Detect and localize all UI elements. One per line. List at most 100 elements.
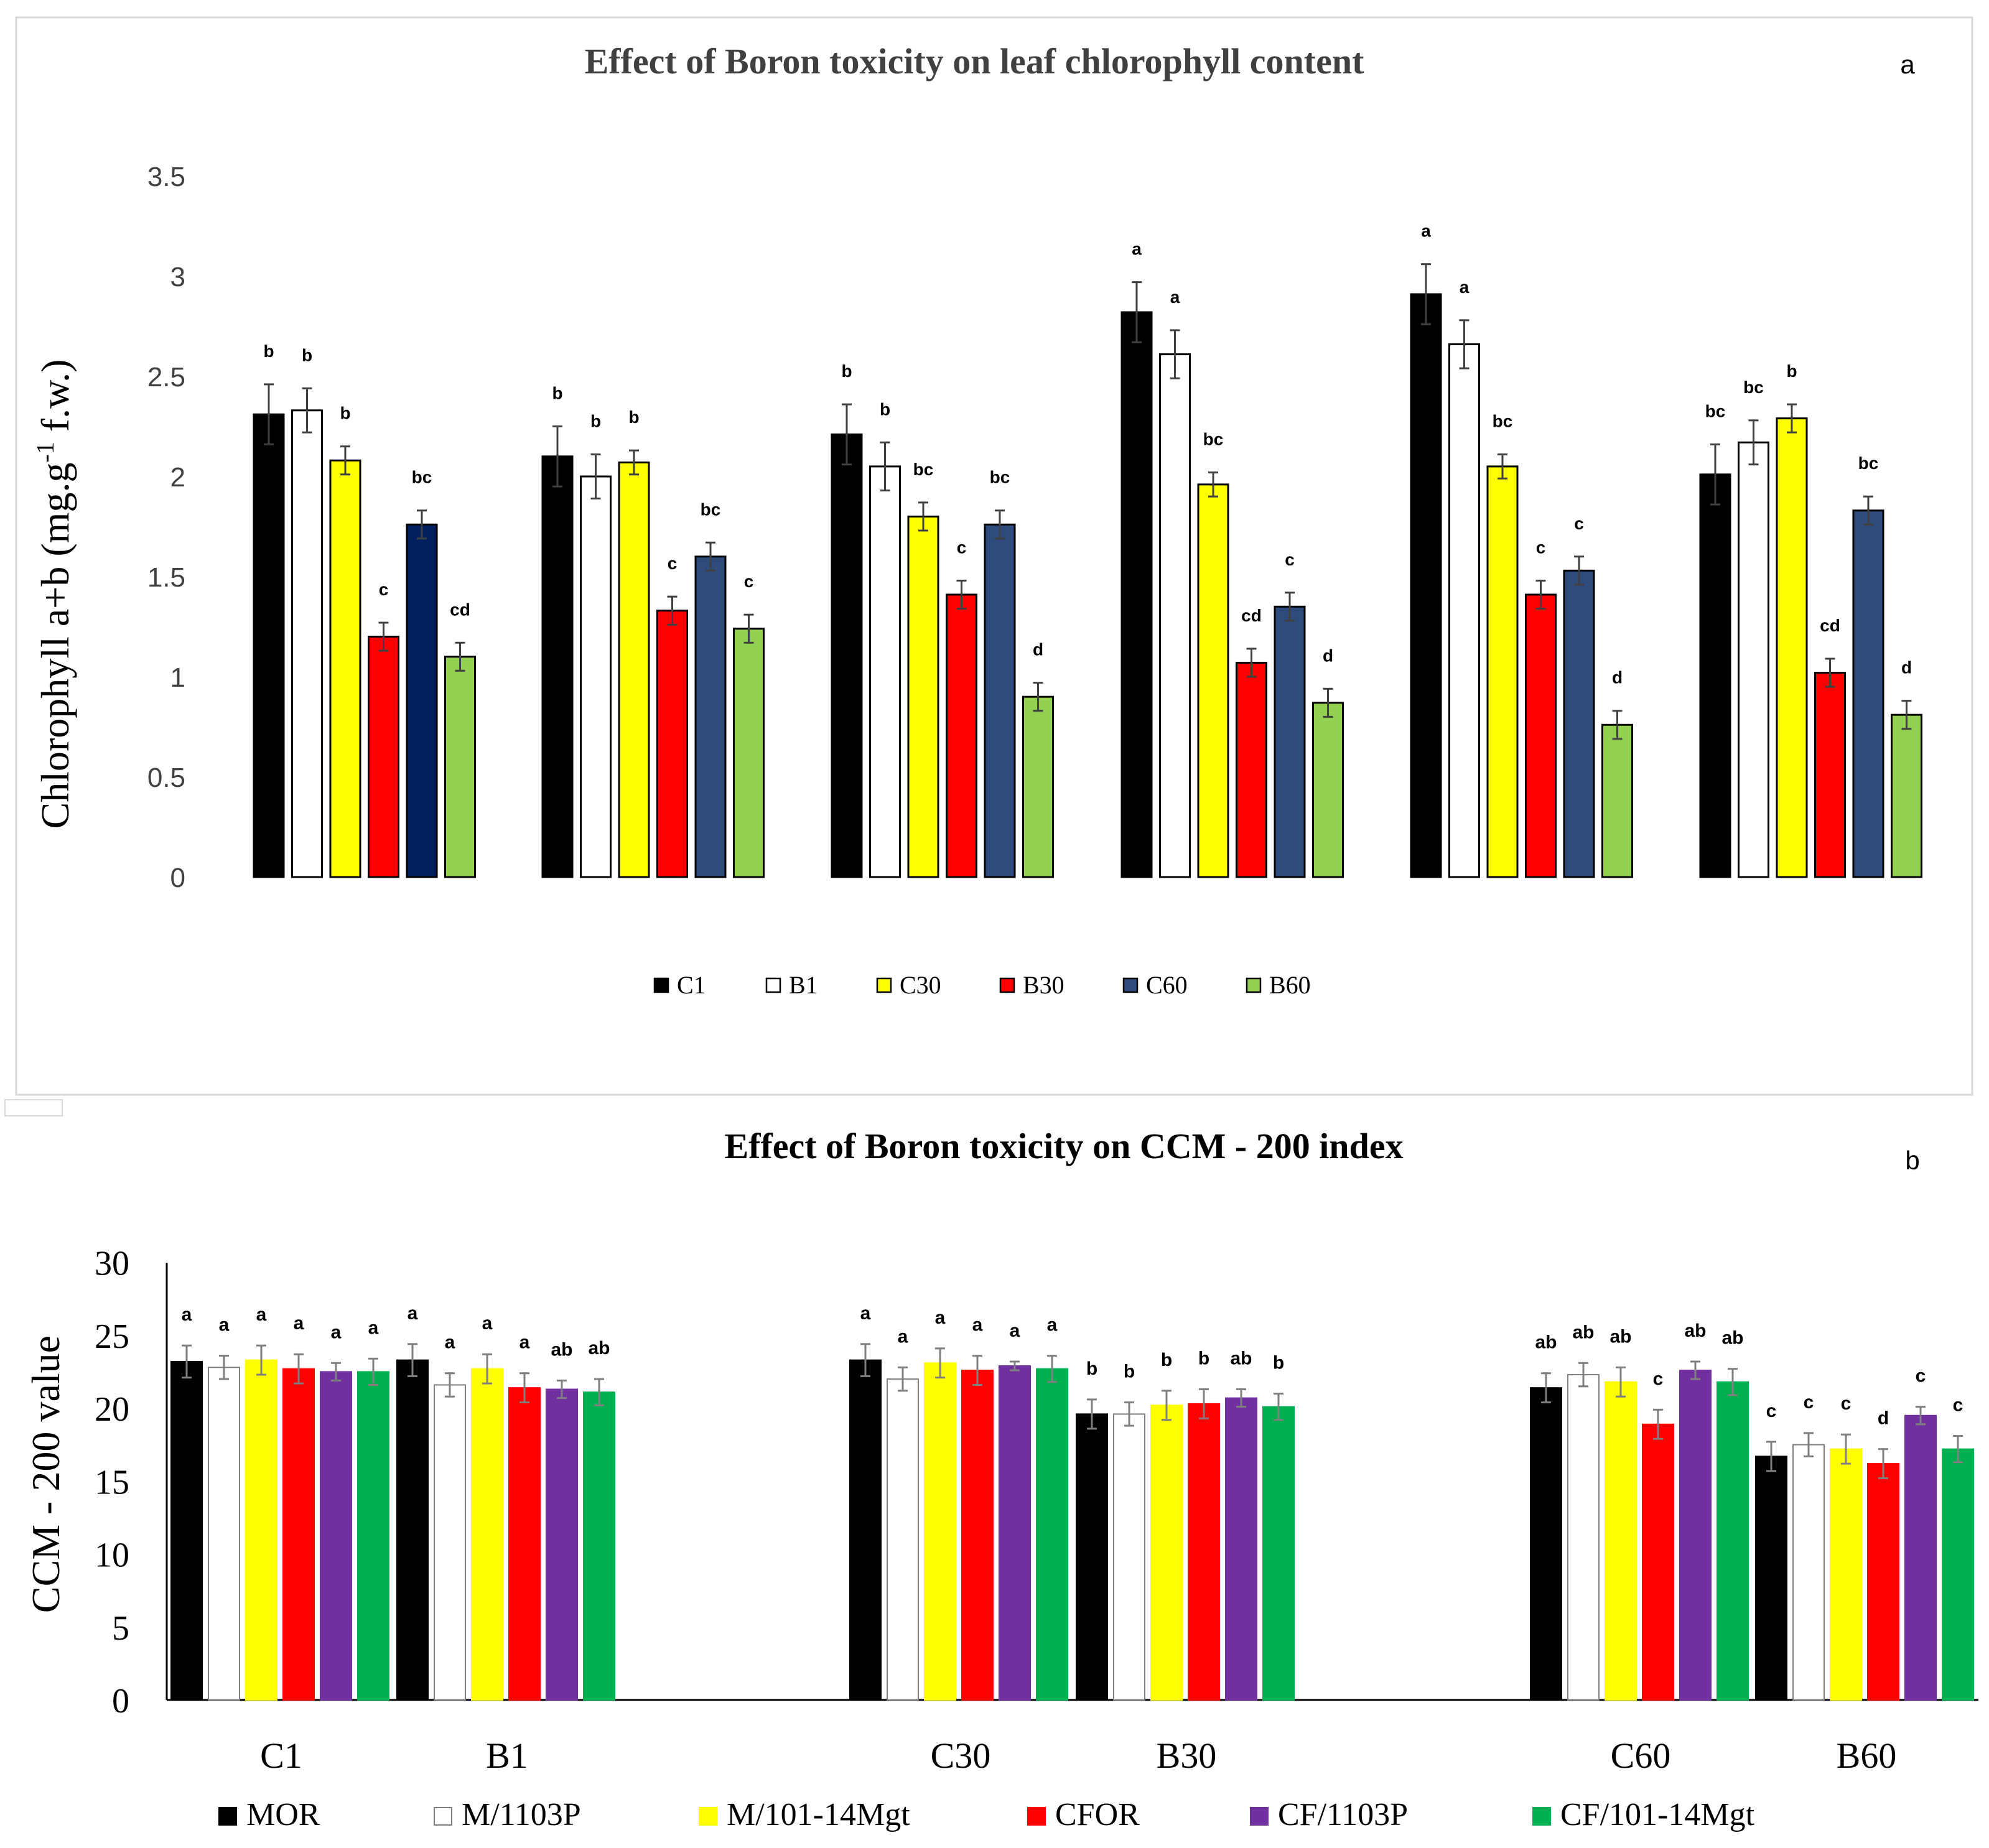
- panel-a-bar-b1-2: [580, 475, 612, 878]
- panel-a-title: Effect of Boron toxicity on leaf chlorop…: [585, 41, 1364, 81]
- panel-a-significance-letter: cd: [450, 600, 470, 619]
- panel-a-significance-letter: b: [1786, 361, 1797, 381]
- legend-a-label-c1: C1: [677, 971, 706, 999]
- panel-a-significance-letter: a: [1421, 221, 1431, 241]
- panel-b-x-tick-c60: C60: [1611, 1735, 1671, 1776]
- legend-b-label-cfor: CFOR: [1055, 1797, 1140, 1832]
- panel-a-significance-letter: b: [628, 407, 639, 427]
- panel-a-bar-c1-2: [541, 455, 574, 878]
- panel-b-bar-mor-c30: [849, 1359, 882, 1701]
- panel-a-bar-b1-4: [1159, 353, 1191, 878]
- panel-a-bar-c1-6: [1699, 473, 1731, 878]
- panel-a-significance-letter: c: [957, 537, 967, 557]
- panel-a-significance-letter: b: [263, 341, 274, 361]
- panel-a-bar-b60-1: [444, 656, 476, 878]
- panel-b-bar-m-101-14mgt-b30: [1150, 1405, 1183, 1701]
- panel-b-bar-mor-b30: [1076, 1413, 1108, 1701]
- panel-a-significance-letter: b: [302, 345, 312, 364]
- panel-b-bar-m-1103p-c60: [1567, 1374, 1600, 1701]
- panel-a-significance-letter: cd: [1820, 616, 1840, 635]
- panel-b-significance-letter: a: [1047, 1315, 1058, 1335]
- panel-a-significance-letter: c: [379, 580, 389, 599]
- panel-a-y-tick: 2: [170, 462, 185, 493]
- panel-a-significance-letter: bc: [412, 468, 432, 487]
- panel-b-y-tick: 15: [95, 1463, 129, 1502]
- panel-b-significance-letter: a: [256, 1304, 267, 1325]
- panel-a-bar-b1-5: [1448, 343, 1480, 878]
- panel-b-significance-letter: a: [860, 1303, 871, 1324]
- panel-a-bar-c60-2: [694, 555, 727, 878]
- panel-a-significance-letter: bc: [1743, 378, 1764, 397]
- panel-a-significance-letter: c: [668, 554, 678, 573]
- panel-b-bar-cf-101-14mgt-c30: [1036, 1368, 1068, 1701]
- panel-a-significance-letter: cd: [1241, 606, 1262, 625]
- panel-a-y-axis-label-sup: -1: [31, 442, 59, 462]
- panel-a-significance-letter: b: [880, 399, 890, 419]
- panel-a-bar-c1-3: [831, 433, 863, 878]
- panel-b-bar-cf-101-14mgt-c60: [1717, 1381, 1749, 1701]
- panel-b-y-axis-label: CCM - 200 value: [24, 1335, 68, 1613]
- panel-b-bar-m-101-14mgt-b60: [1830, 1448, 1862, 1701]
- legend-a-label-b30: B30: [1023, 971, 1064, 999]
- panel-a-significance-letter: b: [340, 404, 350, 423]
- panel-a-significance-letter: d: [1323, 646, 1333, 665]
- panel-b-bar-mor-c1: [170, 1360, 203, 1701]
- panel-b-significance-letter: d: [1878, 1408, 1889, 1429]
- panel-b-significance-letter: ab: [1721, 1328, 1743, 1349]
- panel-b-bar-m-101-14mgt-c30: [924, 1362, 956, 1701]
- panel-a-bar-c60-6: [1852, 509, 1884, 878]
- panel-b-y-tick: 10: [95, 1536, 129, 1575]
- panel-b-significance-letter: c: [1916, 1366, 1926, 1386]
- panel-a-y-axis-label: Chlorophyll a+b (mg.g-1 f.w.): [31, 360, 77, 829]
- panel-b-significance-letter: c: [1653, 1368, 1664, 1389]
- panel-a-significance-letter: bc: [913, 460, 934, 479]
- panel-a-legend: C1 B1 C30 B30 C60 B60: [653, 971, 1311, 999]
- panel-b-bar-cf-101-14mgt-b1: [583, 1391, 615, 1701]
- panel-b-x-tick-b60: B60: [1837, 1735, 1897, 1776]
- panel-a-bar-b30-5: [1525, 593, 1557, 878]
- panel-b-significance-letter: ab: [1535, 1332, 1557, 1353]
- panel-a-bar-b60-2: [733, 628, 765, 878]
- legend-a-label-c60: C60: [1146, 971, 1188, 999]
- legend-b-label-mor: MOR: [246, 1797, 320, 1832]
- panel-b-x-tick-b1: B1: [486, 1735, 528, 1776]
- panel-b-significance-letter: ab: [588, 1338, 610, 1358]
- panel-a-bar-c30-5: [1486, 465, 1519, 878]
- panel-a-bar-c60-4: [1274, 605, 1306, 878]
- panel-a-y-tick: 0.5: [147, 763, 185, 793]
- panel-a-bar-b60-5: [1601, 723, 1633, 878]
- panel-a-bar-b1-1: [291, 409, 323, 878]
- panel-a-label: a: [1900, 50, 1915, 79]
- panel-b-bar-cf-101-14mgt-b60: [1942, 1448, 1974, 1701]
- panel-a-bar-b60-4: [1312, 702, 1344, 878]
- panel-b-significance-letter: a: [482, 1313, 493, 1334]
- panel-a-bar-c30-2: [618, 461, 650, 878]
- panel-a-bar-c30-3: [907, 515, 939, 878]
- panel-a-bar-c60-1: [406, 523, 438, 878]
- legend-a-swatch-b1: [765, 977, 781, 993]
- panel-a-significance-letter: bc: [701, 499, 721, 519]
- panel-b-significance-letter: a: [898, 1326, 908, 1347]
- panel-b-significance-letter: c: [1766, 1401, 1777, 1421]
- panel-a-significance-letter: d: [1033, 640, 1043, 659]
- panel-b-significance-letter: a: [1010, 1321, 1020, 1341]
- panel-a-y-tick: 0: [170, 863, 185, 893]
- legend-a-swatch-c1: [653, 977, 669, 993]
- legend-b-swatch-cfor: [1027, 1807, 1046, 1826]
- panel-b-significance-letter: a: [445, 1332, 455, 1353]
- panel-a-significance-letter: bc: [1858, 453, 1879, 473]
- panel-b-bar-cf-1103p-c30: [999, 1365, 1031, 1701]
- panel-a-significance-letter: a: [1170, 287, 1180, 307]
- panel-a-bar-b60-6: [1891, 713, 1922, 878]
- panel-a-bar-b1-3: [869, 465, 901, 878]
- panel-b-bar-m-101-14mgt-c1: [245, 1359, 277, 1701]
- panel-b-significance-letter: b: [1198, 1349, 1209, 1369]
- panel-b-significance-letter: b: [1124, 1362, 1135, 1382]
- panel-a-bar-b60-3: [1022, 695, 1054, 878]
- panel-b-significance-letter: a: [182, 1304, 192, 1325]
- panel-b-bar-cfor-b30: [1188, 1403, 1220, 1701]
- panel-b-bar-m-101-14mgt-b1: [471, 1368, 503, 1701]
- legend-b-swatch-cf-101-14mgt: [1532, 1807, 1551, 1826]
- panel-a-significance-letter: bc: [1705, 401, 1726, 420]
